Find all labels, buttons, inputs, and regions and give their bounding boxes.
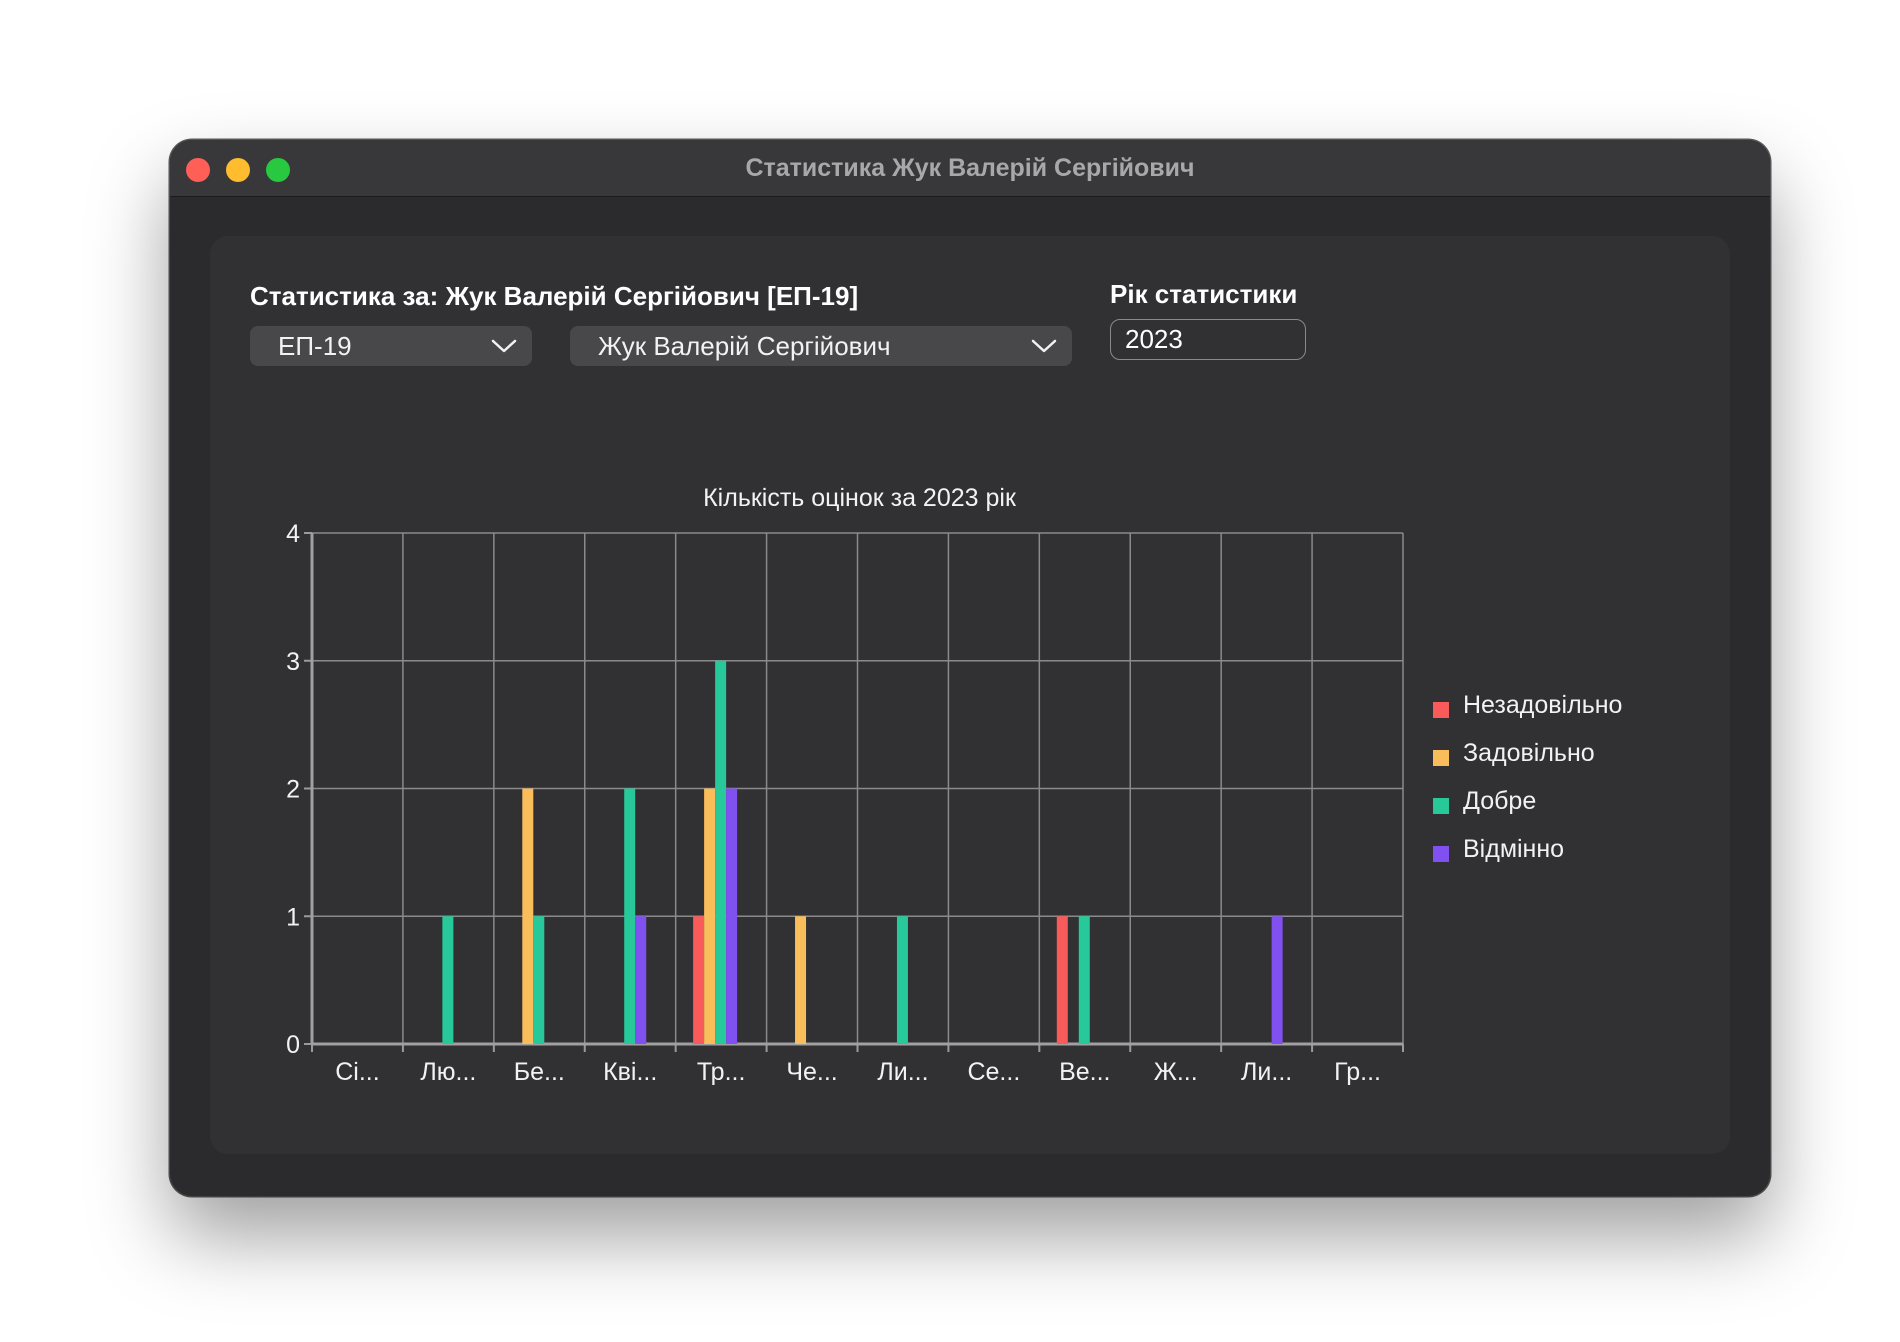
group-select-value: ЕП-19 xyxy=(278,331,352,361)
x-tick-label: Че... xyxy=(786,1058,837,1086)
y-tick-label: 0 xyxy=(286,1031,300,1059)
x-tick-label: Ве... xyxy=(1059,1058,1110,1086)
bar-добре-8 xyxy=(1078,916,1090,1044)
close-window-button[interactable] xyxy=(186,158,210,182)
title-bar: Статистика Жук Валерій Сергійович xyxy=(170,140,1770,197)
bar-задовільно-4 xyxy=(704,788,716,1044)
chart-title: Кількість оцінок за 2023 рік xyxy=(703,484,1017,512)
x-tick-label: Лю... xyxy=(420,1058,476,1086)
bar-добре-1 xyxy=(442,916,454,1044)
bar-добре-2 xyxy=(533,916,545,1044)
y-tick-label: 4 xyxy=(286,520,300,548)
stats-window: Статистика Жук Валерій Сергійович Статис… xyxy=(170,140,1770,1196)
legend-label: Добре xyxy=(1463,787,1537,815)
bar-добре-3 xyxy=(624,788,636,1044)
bar-незадовільно-4 xyxy=(693,916,705,1044)
x-tick-label: Ж... xyxy=(1154,1058,1198,1086)
content-panel xyxy=(210,236,1730,1154)
legend-label: Задовільно xyxy=(1463,739,1595,767)
x-tick-label: Сі... xyxy=(335,1058,379,1086)
student-select-value: Жук Валерій Сергійович xyxy=(598,331,891,361)
x-tick-label: Бе... xyxy=(514,1058,565,1086)
bar-відмінно-10 xyxy=(1271,916,1283,1044)
bar-задовільно-5 xyxy=(795,916,807,1044)
year-input[interactable] xyxy=(1110,319,1306,360)
grades-bar-chart: Кількість оцінок за 2023 рік 0 1 2 3 4 Сі... Лю… xyxy=(286,484,1404,1086)
bar-незадовільно-8 xyxy=(1056,916,1068,1044)
legend-label: Відмінно xyxy=(1463,835,1565,863)
bar-відмінно-4 xyxy=(726,788,738,1044)
legend-swatch xyxy=(1433,798,1449,814)
x-tick-label: Тр... xyxy=(697,1058,746,1086)
group-select[interactable]: ЕП-19 xyxy=(250,326,532,366)
x-tick-label: Се... xyxy=(967,1058,1020,1086)
bar-добре-6 xyxy=(896,916,908,1044)
bar-задовільно-2 xyxy=(522,788,534,1044)
legend-swatch xyxy=(1433,750,1449,766)
bar-відмінно-3 xyxy=(635,916,647,1044)
legend-swatch xyxy=(1433,846,1449,862)
statistics-for-label: Статистика за: Жук Валерій Сергійович [Е… xyxy=(250,281,859,311)
window-title: Статистика Жук Валерій Сергійович xyxy=(745,154,1195,182)
maximize-window-button[interactable] xyxy=(266,158,290,182)
legend-swatch xyxy=(1433,702,1449,718)
bar-добре-4 xyxy=(715,660,727,1044)
y-tick-label: 2 xyxy=(286,776,300,804)
chevron-down-icon xyxy=(1031,339,1057,353)
chevron-down-icon xyxy=(491,339,517,353)
x-tick-label: Ли... xyxy=(1241,1058,1292,1086)
x-tick-label: Кві... xyxy=(603,1058,657,1086)
statistics-year-label: Рік статистики xyxy=(1110,279,1298,309)
y-tick-label: 1 xyxy=(286,903,300,931)
x-tick-label: Ли... xyxy=(877,1058,928,1086)
legend-label: Незадовільно xyxy=(1463,691,1623,719)
minimize-window-button[interactable] xyxy=(226,158,250,182)
y-tick-label: 3 xyxy=(286,648,300,676)
student-select[interactable]: Жук Валерій Сергійович xyxy=(570,326,1072,366)
x-tick-label: Гр... xyxy=(1334,1058,1381,1086)
